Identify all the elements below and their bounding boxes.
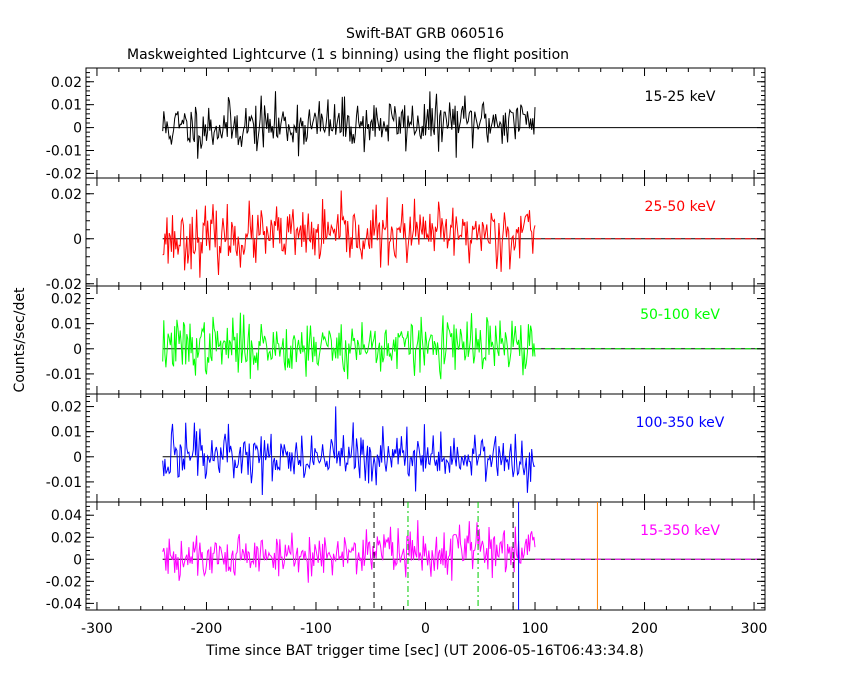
x-axis-label: Time since BAT trigger time [sec] (UT 20… (205, 643, 644, 659)
chart-title: Swift-BAT GRB 060516 (346, 26, 504, 42)
y-tick-label: 0.02 (51, 187, 82, 203)
panel-50-100-kev: -0.01 0 0.01 0.02 50-100 keV (46, 285, 766, 395)
y-tick-label: -0.02 (46, 166, 82, 182)
y-tick-label: -0.02 (46, 277, 82, 293)
chart-subtitle: Maskweighted Lightcurve (1 s binning) us… (127, 47, 569, 63)
y-tick-label: -0.02 (46, 574, 82, 590)
band-label: 15-350 keV (640, 523, 720, 539)
x-tick-label: 0 (421, 621, 430, 637)
y-tick-label: -0.01 (46, 367, 82, 383)
panel-frame (85, 177, 766, 287)
x-tick-label: -100 (300, 621, 332, 637)
lightcurve-series (162, 190, 536, 278)
x-tick-label: -200 (191, 621, 223, 637)
panel-25-50-kev: -0.02 0 0.02 25-50 keV (46, 177, 766, 293)
band-label: 25-50 keV (645, 199, 716, 215)
y-tick-label: 0 (73, 342, 82, 358)
y-tick-label: 0.01 (51, 317, 82, 333)
panel-100-350-kev: -0.01 0 0.01 0.02 100-350 keV (46, 393, 766, 503)
band-label: 100-350 keV (636, 415, 725, 431)
y-tick-label: 0 (73, 232, 82, 248)
y-tick-label: 0.02 (51, 530, 82, 546)
x-tick-label: -300 (81, 621, 113, 637)
y-tick-label: 0.02 (51, 75, 82, 91)
band-label: 15-25 keV (645, 89, 716, 105)
y-tick-label: -0.04 (46, 596, 82, 612)
panel-15-25-kev: -0.02 -0.01 0 0.01 0.02 15-25 keV (46, 67, 766, 182)
band-label: 50-100 keV (640, 307, 720, 323)
panel-15-350-kev: -0.04 -0.02 0 0.02 0.04 15-350 keV (46, 501, 766, 612)
y-tick-label: 0 (73, 450, 82, 466)
y-tick-label: 0.01 (51, 98, 82, 114)
panel-frame (85, 393, 766, 503)
panel-frame (85, 501, 766, 611)
x-tick-label: 300 (741, 621, 768, 637)
y-tick-label: 0.01 (51, 425, 82, 441)
y-tick-label: 0.02 (51, 292, 82, 308)
y-tick-label: 0 (73, 121, 82, 137)
y-tick-label: 0.02 (51, 400, 82, 416)
y-tick-label: -0.01 (46, 475, 82, 491)
lightcurve-series (162, 91, 536, 159)
y-tick-label: -0.01 (46, 144, 82, 160)
lightcurve-series (162, 406, 536, 496)
y-tick-label: 0 (73, 552, 82, 568)
y-axis-label: Counts/sec/det (12, 287, 28, 392)
x-tick-label: 200 (631, 621, 658, 637)
y-tick-label: 0.04 (51, 508, 82, 524)
x-tick-label: 100 (522, 621, 549, 637)
lightcurve-series (162, 520, 536, 583)
panels-group: -0.02 -0.01 0 0.01 0.02 15-25 keV -0.02 0 0.02 25… (46, 67, 768, 637)
lightcurve-series (162, 312, 536, 380)
